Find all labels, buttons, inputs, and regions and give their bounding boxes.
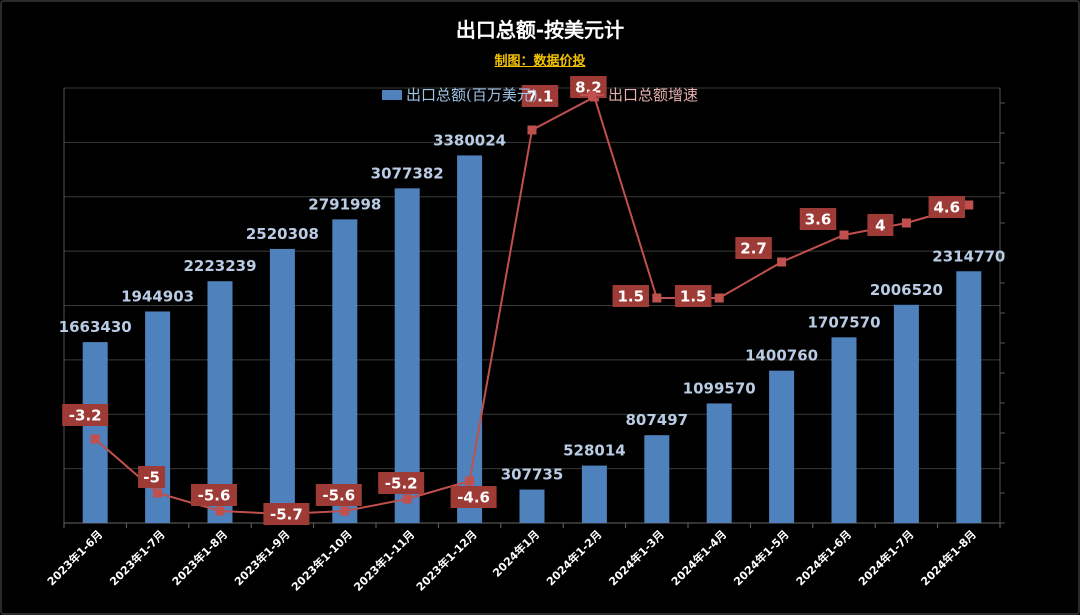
bar: [207, 281, 233, 523]
x-tick-label: 2023年1-11月: [351, 527, 418, 594]
bar-value-label: 3077382: [371, 164, 444, 182]
data-labels: 1663430 1944903 2223239 2520308 2791998 30773…: [59, 76, 1005, 525]
gridlines: [63, 87, 1005, 528]
bar-value-label: 2314770: [932, 247, 1005, 265]
bar-value-label: 3380024: [433, 131, 506, 149]
x-tick-label: 2023年1-9月: [231, 527, 292, 588]
line-marker: [901, 218, 911, 228]
line-marker: [402, 494, 412, 504]
growth-label-box: [928, 196, 966, 218]
growth-value-label: 4: [875, 217, 885, 235]
x-tick-label: 2024年1-7月: [855, 527, 916, 588]
growth-value-label: -5.6: [322, 487, 355, 505]
bar: [457, 155, 483, 523]
growth-label-box: [570, 76, 607, 98]
x-tick-label: 2023年1-8月: [169, 527, 230, 588]
bar: [893, 304, 919, 523]
growth-value-label: 3.6: [805, 211, 832, 229]
bar: [769, 370, 795, 523]
growth-value-label: 1.5: [618, 288, 645, 306]
growth-value-label: -5: [143, 469, 160, 487]
bar-value-label: 1663430: [59, 318, 132, 336]
bar-value-label: 2223239: [183, 257, 256, 275]
growth-label-box: [263, 503, 310, 525]
line-marker: [90, 434, 100, 444]
bar-value-label: 1400760: [745, 347, 818, 365]
line-marker: [839, 230, 849, 240]
bar-value-label: 2006520: [870, 281, 943, 299]
chart-title: 出口总额-按美元计: [455, 18, 625, 42]
bar: [831, 337, 857, 523]
growth-label-box: [674, 285, 712, 307]
bar-value-label: 807497: [625, 411, 688, 429]
growth-label-box: [799, 208, 837, 230]
bar-value-label: 1707570: [807, 313, 880, 331]
x-tick-label: 2024年1-8月: [918, 527, 979, 588]
bar: [269, 248, 295, 523]
x-tick-label: 2024年1-3月: [606, 527, 667, 588]
line-marker: [465, 476, 475, 486]
bar: [519, 489, 545, 523]
bar: [706, 403, 732, 523]
bar: [956, 271, 982, 523]
growth-value-label: -4.6: [457, 489, 490, 507]
line-marker: [340, 506, 350, 516]
growth-label-box: [735, 237, 772, 259]
x-tick-label: 2023年1-7月: [107, 527, 168, 588]
chart-subtitle: 制图：数据价投: [494, 54, 586, 69]
line-marker: [714, 293, 724, 303]
bar-value-label: 2791998: [308, 195, 381, 213]
bar: [581, 465, 607, 523]
growth-value-label: -5.6: [198, 487, 231, 505]
legend-bar-label: 出口总额(百万美元): [406, 86, 538, 104]
growth-value-label: 1.5: [680, 288, 707, 306]
bar-value-label: 2520308: [246, 225, 319, 243]
x-tick-label: 2023年1-10月: [288, 527, 355, 594]
growth-label-box: [867, 214, 894, 236]
bar: [394, 188, 420, 523]
line-marker: [964, 200, 974, 210]
growth-label-box: [191, 484, 237, 506]
growth-value-label: 2.7: [740, 240, 767, 258]
growth-value-label: 4.6: [934, 199, 961, 217]
growth-label-box: [378, 472, 425, 494]
growth-value-label: -5.2: [385, 475, 418, 493]
line-marker: [153, 488, 163, 498]
line-marker: [777, 257, 787, 267]
x-tick-label: 2024年1-4月: [668, 527, 729, 588]
growth-label-box: [62, 404, 109, 426]
bar-value-label: 528014: [563, 442, 626, 460]
growth-label-box: [612, 285, 650, 307]
legend-line-marker: [588, 91, 596, 99]
x-tick-label: 2023年1-12月: [413, 527, 480, 594]
legend-line-label: 出口总额增速: [608, 86, 698, 104]
growth-value-label: -3.2: [69, 407, 102, 425]
legend-bar-swatch: [382, 90, 402, 100]
bar-series: [82, 155, 982, 523]
bar-value-label: 307735: [501, 466, 564, 484]
bar: [82, 342, 108, 523]
bar: [644, 435, 670, 523]
growth-value-label: -5.7: [270, 506, 303, 524]
bar: [332, 219, 358, 523]
line-marker: [215, 506, 225, 516]
x-tick-label: 2024年1-5月: [731, 527, 792, 588]
growth-label-box: [138, 466, 166, 488]
bar-value-label: 1944903: [121, 287, 194, 305]
growth-label-box: [315, 484, 362, 506]
growth-label-box: [450, 486, 497, 508]
line-marker: [527, 125, 537, 135]
growth-label-box: [521, 85, 559, 107]
x-tick-label: 2024年1-6月: [793, 527, 854, 588]
x-tick-label: 2024年1-2月: [543, 527, 604, 588]
x-tick-label: 2024年1月: [490, 527, 543, 580]
legend: 出口总额(百万美元) 出口总额增速: [382, 86, 698, 104]
bar-value-label: 1099570: [683, 379, 756, 397]
growth-value-label: 7.1: [527, 88, 554, 106]
x-axis-ticks: 2023年1-6月 2023年1-7月 2023年1-8月 2023年1-9月2023…: [44, 527, 979, 594]
line-marker: [652, 293, 662, 303]
x-tick-label: 2023年1-6月: [44, 527, 105, 588]
